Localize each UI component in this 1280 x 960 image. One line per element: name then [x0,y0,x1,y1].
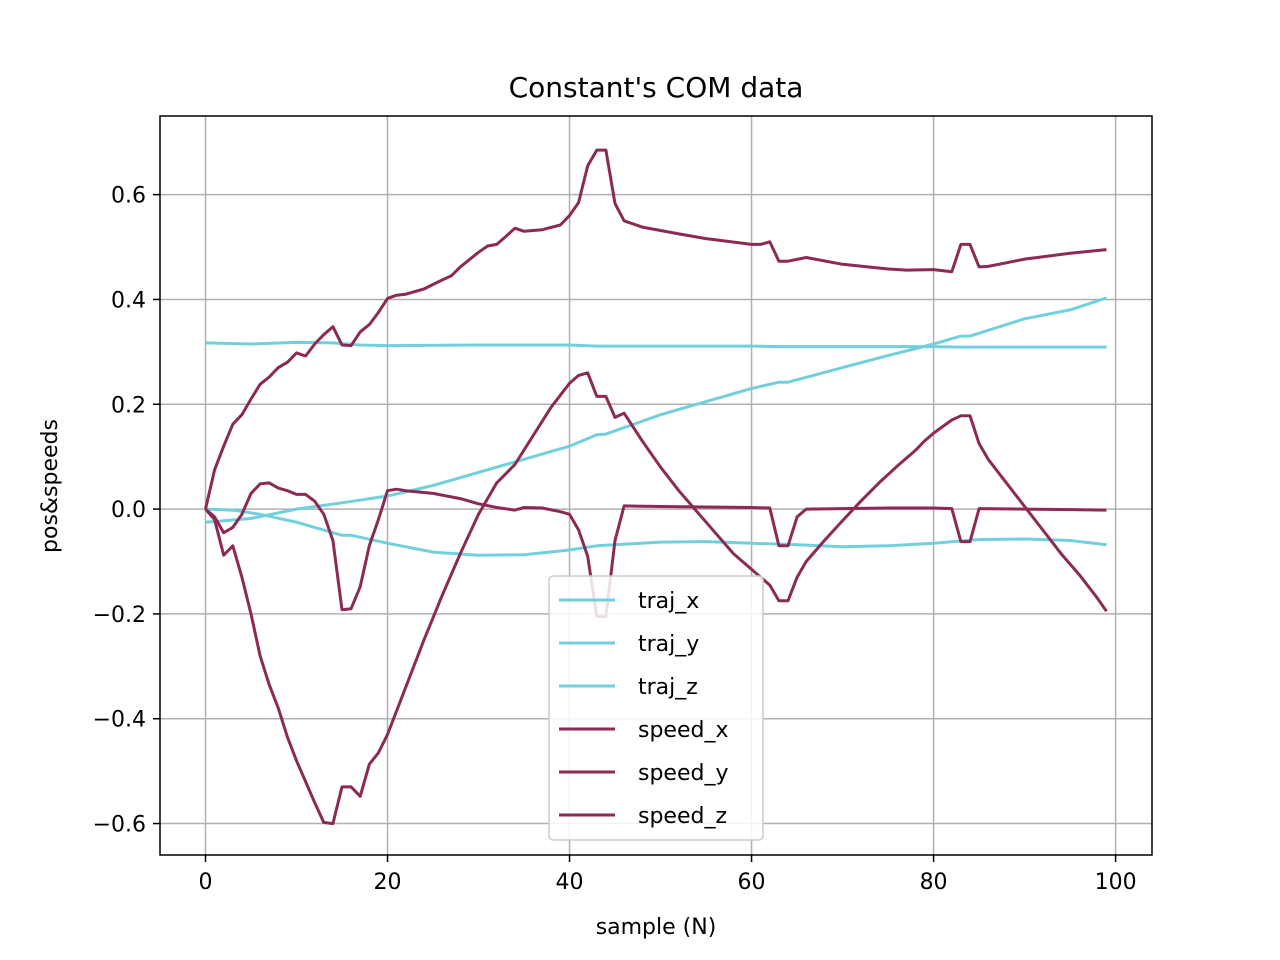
y-tick-label: 0.0 [111,498,146,523]
x-tick-label: 80 [920,870,948,895]
y-tick-label: 0.6 [111,184,146,209]
x-axis-label: sample (N) [596,915,717,940]
legend-label-speed_y: speed_y [638,761,728,786]
series-line-speed_y [204,371,1108,826]
series-line-traj_z [205,340,1107,349]
x-tick-label: 100 [1095,870,1137,895]
x-axis-ticks: 0 20 40 60 80 100 [199,855,1137,895]
series-line-traj_x [205,296,1107,524]
legend-label-speed_x: speed_x [638,718,728,743]
chart-title: Constant's COM data [509,71,804,104]
y-axis-label: pos&speeds [38,419,63,553]
y-tick-label: 0.2 [111,393,146,418]
y-tick-label: −0.2 [93,603,146,628]
legend: traj_x traj_y traj_z speed_x speed_y speed_z [548,575,764,841]
legend-label-speed_z: speed_z [638,804,727,829]
series-line-speed_z [204,481,1107,618]
plot-frame [159,115,1153,856]
y-tick-label: 0.4 [111,288,146,313]
y-axis-ticks: −0.6 −0.4 −0.2 0.0 0.2 0.4 0.6 [93,184,160,838]
legend-box [548,575,764,841]
legend-label-traj_x: traj_x [638,589,699,614]
series-line-traj_y [205,507,1107,557]
y-tick-label: −0.4 [93,708,146,733]
x-tick-label: 60 [738,870,766,895]
x-tick-label: 20 [374,870,402,895]
legend-label-traj_y: traj_y [638,632,699,657]
x-tick-label: 0 [199,870,213,895]
series-line-speed_x [204,148,1107,510]
y-tick-label: −0.6 [93,813,146,838]
x-tick-label: 40 [556,870,584,895]
series-lines [204,148,1108,826]
legend-label-traj_z: traj_z [638,675,698,700]
